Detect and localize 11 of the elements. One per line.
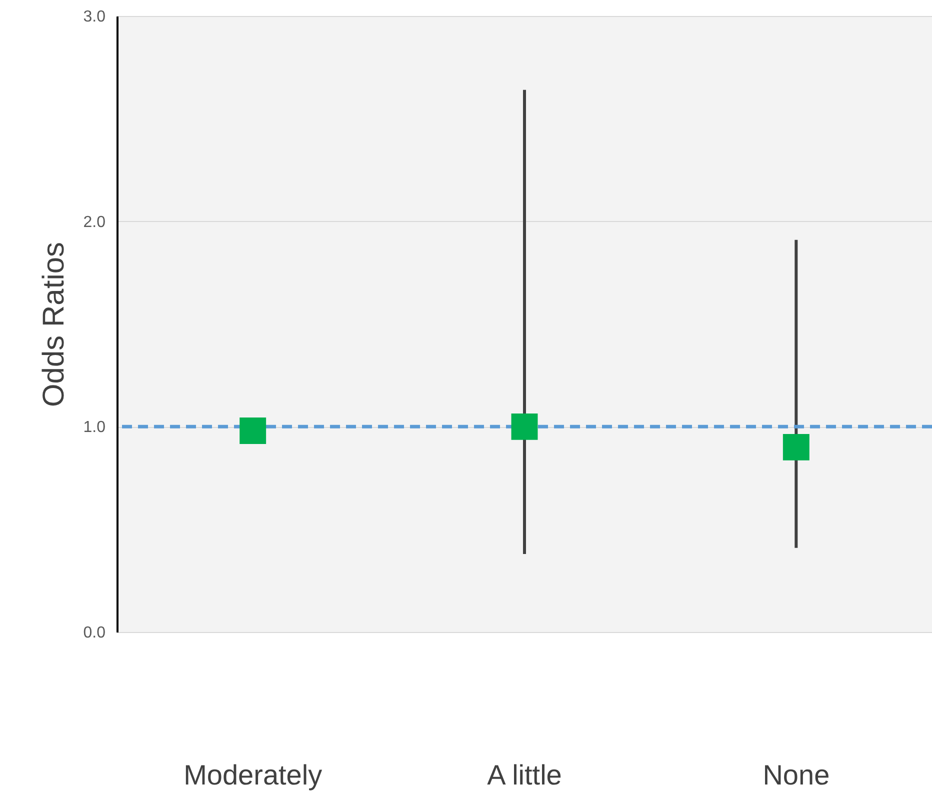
y-tick-label: 2.0 [83,214,106,231]
x-tick-label: A little [487,760,562,790]
x-tick-label: None [762,760,830,790]
point [240,418,266,444]
y-tick-label: 3.0 [83,8,106,26]
point [511,413,538,440]
x-tick-label: Moderately [184,760,322,790]
point [782,434,810,460]
y-tick-label: 1.0 [83,419,106,436]
y-axis-title: Odds Ratios [37,242,70,408]
y-tick-label: 0.0 [83,624,106,642]
